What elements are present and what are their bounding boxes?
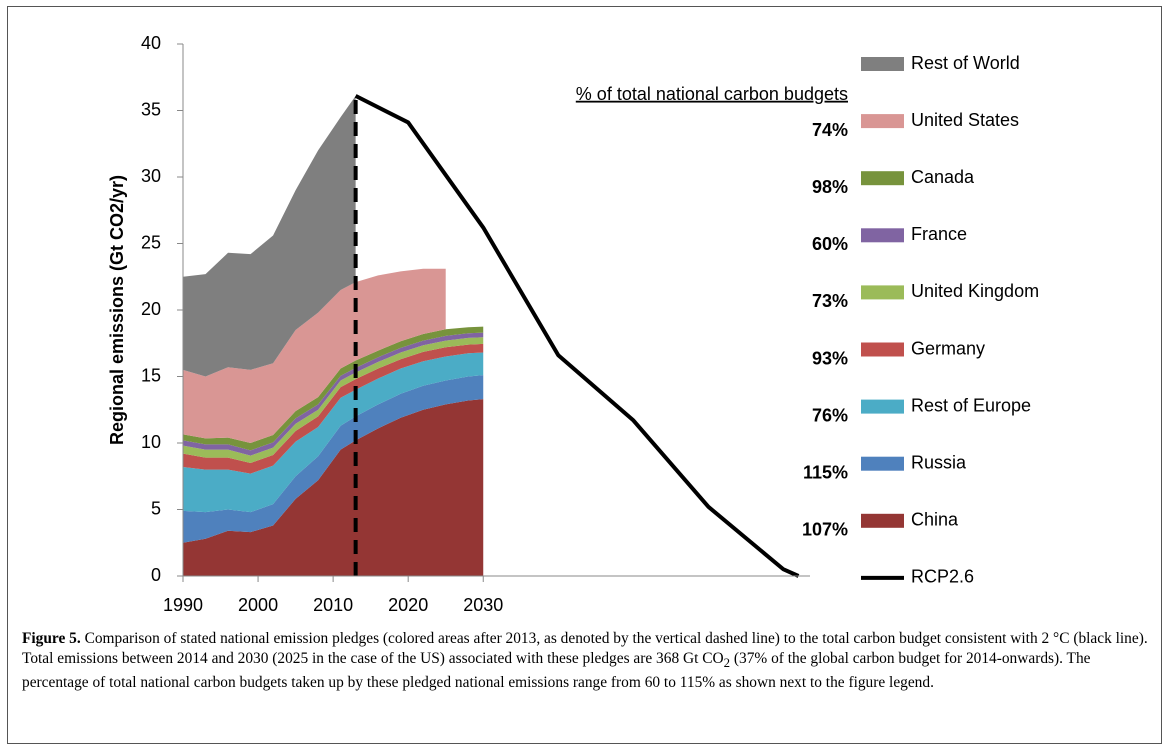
x-tick-label: 2030 — [463, 595, 503, 615]
legend-swatch — [861, 285, 904, 300]
budget-share: 76% — [812, 405, 848, 425]
caption-subscript: 2 — [723, 655, 731, 670]
x-tick-label: 1990 — [163, 595, 203, 615]
budget-share: 93% — [812, 348, 848, 368]
legend-header: % of total national carbon budgets — [576, 84, 848, 104]
caption-text: (37% of the global carbon budget for 201… — [22, 649, 1091, 692]
caption-label: Figure 5. — [22, 630, 81, 647]
x-tick-label: 2020 — [388, 595, 428, 615]
budget-share: 115% — [803, 462, 848, 482]
x-tick-label: 2010 — [313, 595, 353, 615]
y-tick-label: 40 — [141, 33, 161, 53]
x-tick-label: 2000 — [238, 595, 278, 615]
legend-label: United Kingdom — [911, 281, 1039, 301]
legend-swatch — [861, 57, 904, 71]
legend-swatch — [861, 342, 904, 357]
legend-swatch — [861, 171, 904, 186]
y-axis-label: Regional emissions (Gt CO2/yr) — [107, 175, 127, 445]
legend-label: Russia — [911, 452, 967, 472]
legend-label: Rest of World — [911, 53, 1020, 73]
y-tick-label: 0 — [151, 565, 161, 585]
legend-label: Canada — [911, 167, 975, 187]
area — [183, 352, 484, 513]
y-tick-label: 15 — [141, 365, 161, 385]
y-tick-label: 30 — [141, 166, 161, 186]
budget-share: 73% — [812, 291, 848, 311]
y-tick-label: 25 — [141, 232, 161, 252]
caption: Figure 5. Comparison of stated national … — [22, 629, 1150, 693]
y-tick-label: 20 — [141, 299, 161, 319]
area — [183, 95, 356, 377]
area — [183, 399, 484, 576]
y-tick-label: 35 — [141, 99, 161, 119]
legend-label: Rest of Europe — [911, 395, 1031, 415]
y-tick-label: 5 — [151, 498, 161, 518]
budget-share: 60% — [812, 234, 848, 254]
legend-label: China — [911, 510, 959, 530]
legend-swatch — [861, 456, 904, 471]
budget-share: 74% — [812, 120, 848, 140]
area — [183, 268, 446, 443]
area — [183, 337, 484, 463]
caption-text: Comparison of stated national emission p… — [22, 630, 1148, 667]
legend-swatch — [861, 399, 904, 414]
line — [354, 94, 800, 578]
legend-swatch — [861, 513, 904, 528]
budget-share: 98% — [812, 177, 848, 197]
figure-frame — [7, 6, 1162, 744]
chart: Regional emissions (Gt CO2/yr) % of tota… — [107, 33, 1039, 615]
legend-swatch — [861, 228, 904, 243]
area — [183, 343, 484, 474]
budget-share: 107% — [802, 520, 848, 540]
area — [183, 375, 484, 543]
legend-label: RCP2.6 — [911, 567, 974, 587]
legend-label: Germany — [911, 338, 985, 358]
legend-label: France — [911, 224, 967, 244]
legend-label: United States — [911, 110, 1019, 130]
y-tick-label: 10 — [141, 432, 161, 452]
legend-swatch — [861, 114, 904, 129]
